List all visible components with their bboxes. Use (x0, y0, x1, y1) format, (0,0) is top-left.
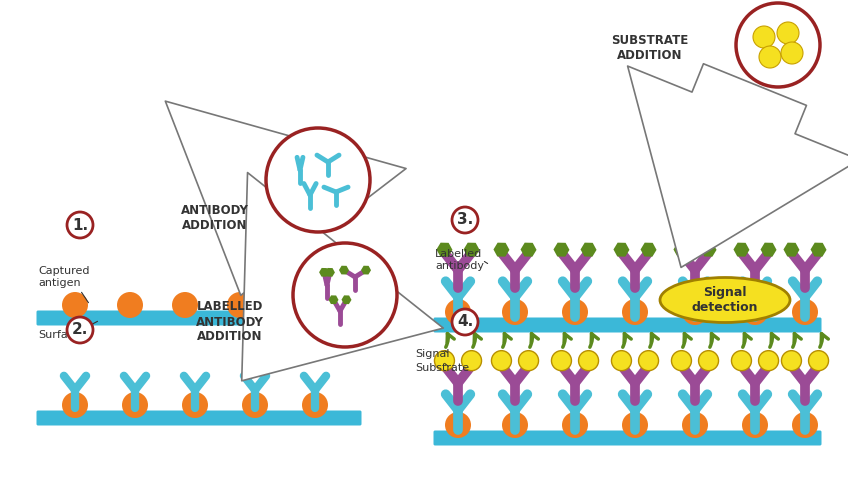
Text: Labelled
antibody: Labelled antibody (435, 249, 484, 271)
Circle shape (302, 392, 328, 418)
Ellipse shape (660, 278, 790, 322)
Circle shape (682, 299, 708, 325)
Text: ANTIBODY
ADDITION: ANTIBODY ADDITION (181, 204, 249, 232)
Text: Signal: Signal (415, 348, 449, 358)
Circle shape (227, 292, 253, 318)
Circle shape (502, 299, 528, 325)
Circle shape (445, 299, 471, 325)
Text: LABELLED
ANTIBODY
ADDITION: LABELLED ANTIBODY ADDITION (196, 300, 264, 344)
FancyBboxPatch shape (433, 318, 822, 332)
Circle shape (62, 392, 88, 418)
Circle shape (434, 350, 455, 370)
Circle shape (792, 412, 818, 438)
Circle shape (759, 350, 778, 370)
Circle shape (578, 350, 599, 370)
Circle shape (172, 292, 198, 318)
Circle shape (611, 350, 632, 370)
Text: 1.: 1. (72, 218, 88, 232)
Circle shape (736, 3, 820, 87)
Circle shape (117, 292, 143, 318)
Text: 4.: 4. (457, 314, 473, 330)
Circle shape (452, 207, 478, 233)
Circle shape (742, 299, 768, 325)
Text: Surface: Surface (38, 330, 81, 340)
Circle shape (562, 299, 588, 325)
Circle shape (461, 350, 482, 370)
Text: 3.: 3. (457, 212, 473, 228)
Circle shape (753, 26, 775, 48)
Text: SUBSTRATE
ADDITION: SUBSTRATE ADDITION (611, 34, 689, 62)
Circle shape (67, 212, 93, 238)
Circle shape (682, 412, 708, 438)
Circle shape (502, 412, 528, 438)
Circle shape (62, 292, 88, 318)
Circle shape (781, 42, 803, 64)
FancyBboxPatch shape (36, 410, 361, 426)
Circle shape (562, 412, 588, 438)
Circle shape (742, 412, 768, 438)
Circle shape (266, 128, 370, 232)
Circle shape (777, 22, 799, 44)
FancyBboxPatch shape (433, 430, 822, 446)
Circle shape (551, 350, 572, 370)
Circle shape (182, 392, 208, 418)
Circle shape (732, 350, 751, 370)
Text: 2.: 2. (72, 322, 88, 338)
Circle shape (67, 317, 93, 343)
Circle shape (452, 309, 478, 335)
Circle shape (622, 299, 648, 325)
Circle shape (445, 412, 471, 438)
Circle shape (782, 350, 801, 370)
Circle shape (672, 350, 691, 370)
Circle shape (699, 350, 718, 370)
Circle shape (759, 46, 781, 68)
Circle shape (639, 350, 659, 370)
Circle shape (622, 412, 648, 438)
Circle shape (342, 292, 368, 318)
Circle shape (792, 299, 818, 325)
Text: Captured
antigen: Captured antigen (38, 266, 90, 288)
FancyBboxPatch shape (36, 310, 361, 326)
Text: Signal
detection: Signal detection (692, 286, 758, 314)
Text: Substrate: Substrate (415, 362, 469, 372)
Circle shape (122, 392, 148, 418)
Circle shape (518, 350, 538, 370)
Circle shape (492, 350, 511, 370)
Circle shape (287, 292, 313, 318)
Circle shape (293, 243, 397, 347)
Circle shape (242, 392, 268, 418)
Circle shape (808, 350, 828, 370)
